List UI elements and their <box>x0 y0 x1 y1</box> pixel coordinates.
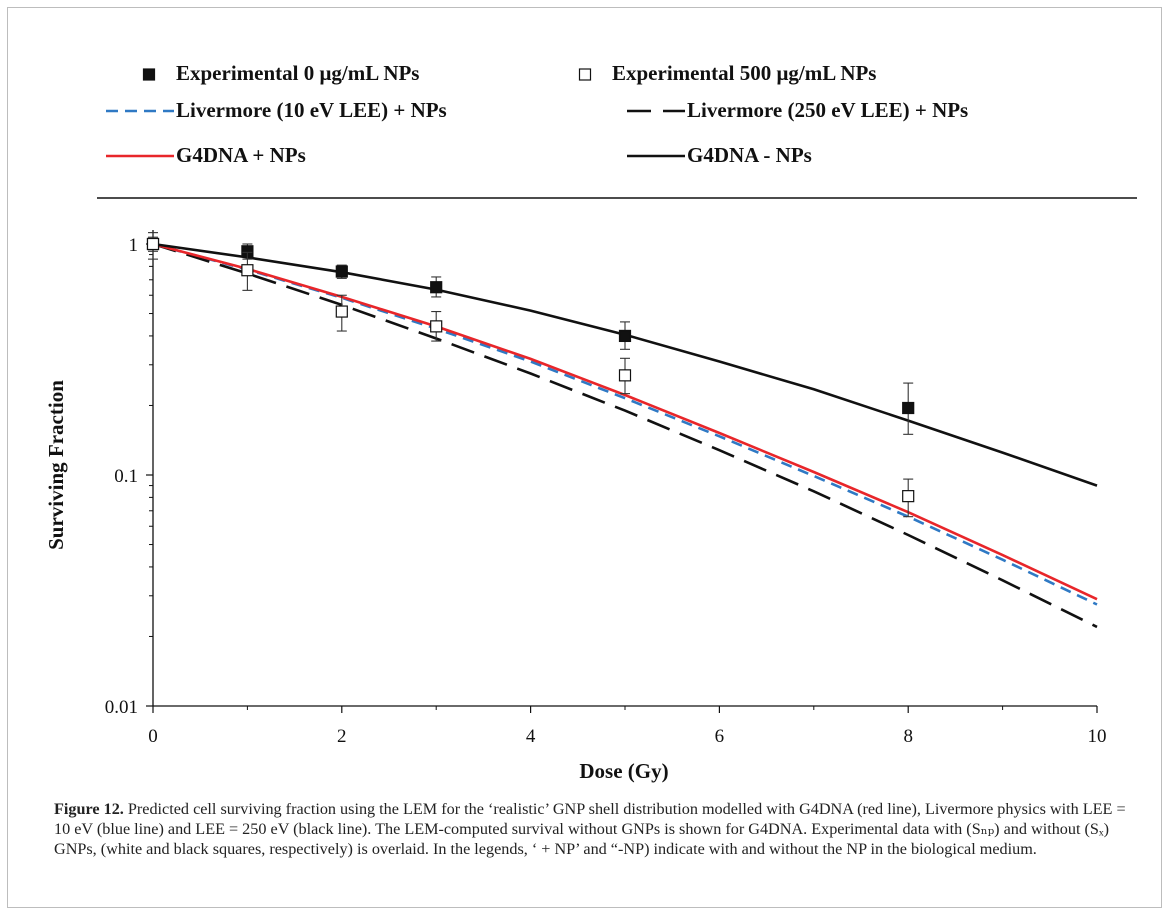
figure-caption: Figure 12. Predicted cell surviving frac… <box>54 799 1144 859</box>
legend: Experimental 0 μg/mL NPs Experimental 500… <box>106 61 968 167</box>
y-tick-label: 0.01 <box>105 697 138 718</box>
marker-open-square <box>335 305 348 318</box>
marker-open-square <box>430 320 443 333</box>
marker-open-square <box>618 369 632 382</box>
x-tick-label: 0 <box>148 726 158 747</box>
y-axis-label: Surviving Fraction <box>44 380 68 550</box>
x-tick-label: 2 <box>337 726 347 747</box>
y-tick-label: 0.1 <box>114 466 138 487</box>
legend-label: Experimental 500 μg/mL NPs <box>612 61 876 85</box>
survival-chart: Experimental 0 μg/mL NPs Experimental 500… <box>44 61 1137 783</box>
legend-key-open-square <box>578 68 592 81</box>
legend-label: Livermore (10 eV LEE) + NPs <box>176 98 447 122</box>
marker-filled-square <box>902 401 915 415</box>
marker-open-square <box>241 264 254 277</box>
plot-area: 0 2 4 6 8 10 0.01 0.1 1 <box>105 230 1107 747</box>
marker-filled-square <box>618 329 632 343</box>
legend-label: Experimental 0 μg/mL NPs <box>176 61 419 85</box>
series-line <box>152 242 1098 606</box>
x-tick-label: 6 <box>715 726 725 747</box>
series-line <box>152 242 1098 629</box>
figure-frame: Experimental 0 μg/mL NPs Experimental 500… <box>7 7 1162 908</box>
legend-label: G4DNA + NPs <box>176 143 306 167</box>
x-tick-label: 4 <box>526 726 536 747</box>
x-tick-label: 10 <box>1088 726 1107 747</box>
legend-label: G4DNA - NPs <box>687 143 812 167</box>
caption-text: Predicted cell surviving fraction using … <box>54 800 1126 858</box>
marker-open-square <box>902 490 915 503</box>
marker-filled-square <box>430 281 443 294</box>
marker-open-square <box>146 237 160 251</box>
x-axis-label: Dose (Gy) <box>579 759 668 783</box>
marker-filled-square <box>335 265 348 278</box>
caption-label: Figure 12. <box>54 800 124 818</box>
x-tick-label: 8 <box>903 726 913 747</box>
y-tick-label: 1 <box>129 235 139 256</box>
legend-key-filled-square <box>142 68 156 81</box>
legend-label: Livermore (250 eV LEE) + NPs <box>687 98 968 122</box>
series-line <box>152 242 1098 601</box>
